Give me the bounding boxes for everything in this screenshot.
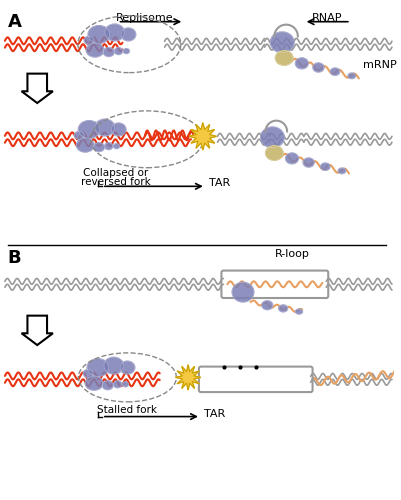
Ellipse shape xyxy=(76,138,94,152)
Ellipse shape xyxy=(278,305,287,312)
Ellipse shape xyxy=(105,142,112,150)
Ellipse shape xyxy=(261,301,272,310)
Ellipse shape xyxy=(347,73,354,78)
Text: mRNP: mRNP xyxy=(362,60,395,70)
Ellipse shape xyxy=(113,144,119,148)
Ellipse shape xyxy=(295,309,302,314)
Ellipse shape xyxy=(102,381,113,390)
Ellipse shape xyxy=(103,48,114,56)
Ellipse shape xyxy=(232,282,253,302)
Ellipse shape xyxy=(312,63,323,72)
Text: Stalled fork: Stalled fork xyxy=(97,405,157,415)
Ellipse shape xyxy=(95,119,114,136)
Ellipse shape xyxy=(320,163,329,170)
Text: TAR: TAR xyxy=(208,178,229,188)
Text: RNAP: RNAP xyxy=(311,13,341,23)
Text: reversed fork: reversed fork xyxy=(81,176,150,186)
Polygon shape xyxy=(22,316,53,345)
Ellipse shape xyxy=(123,48,129,54)
Ellipse shape xyxy=(275,50,292,66)
Polygon shape xyxy=(188,122,216,150)
Ellipse shape xyxy=(122,382,128,386)
Ellipse shape xyxy=(88,26,109,44)
Ellipse shape xyxy=(86,44,103,57)
Ellipse shape xyxy=(120,361,134,374)
Ellipse shape xyxy=(285,153,298,164)
Ellipse shape xyxy=(105,24,124,41)
Ellipse shape xyxy=(83,370,93,378)
Ellipse shape xyxy=(103,358,123,374)
Text: A: A xyxy=(8,13,22,31)
Ellipse shape xyxy=(113,381,121,388)
Text: TAR: TAR xyxy=(203,408,225,418)
Ellipse shape xyxy=(87,359,109,376)
Ellipse shape xyxy=(121,28,136,41)
Ellipse shape xyxy=(295,58,308,68)
Polygon shape xyxy=(22,74,53,103)
Text: Replisome: Replisome xyxy=(116,13,173,23)
Text: R-loop: R-loop xyxy=(274,249,309,259)
Ellipse shape xyxy=(270,32,293,52)
Ellipse shape xyxy=(337,168,345,173)
Ellipse shape xyxy=(260,127,284,148)
Ellipse shape xyxy=(265,146,282,160)
Ellipse shape xyxy=(111,123,126,136)
Ellipse shape xyxy=(85,376,103,390)
Ellipse shape xyxy=(78,120,100,138)
Polygon shape xyxy=(175,364,200,390)
Ellipse shape xyxy=(114,48,122,54)
Ellipse shape xyxy=(84,36,94,44)
Ellipse shape xyxy=(330,68,339,76)
Ellipse shape xyxy=(302,158,313,167)
Text: B: B xyxy=(8,249,21,267)
Ellipse shape xyxy=(93,142,104,152)
Ellipse shape xyxy=(74,132,84,140)
Text: Collapsed or: Collapsed or xyxy=(83,168,148,177)
